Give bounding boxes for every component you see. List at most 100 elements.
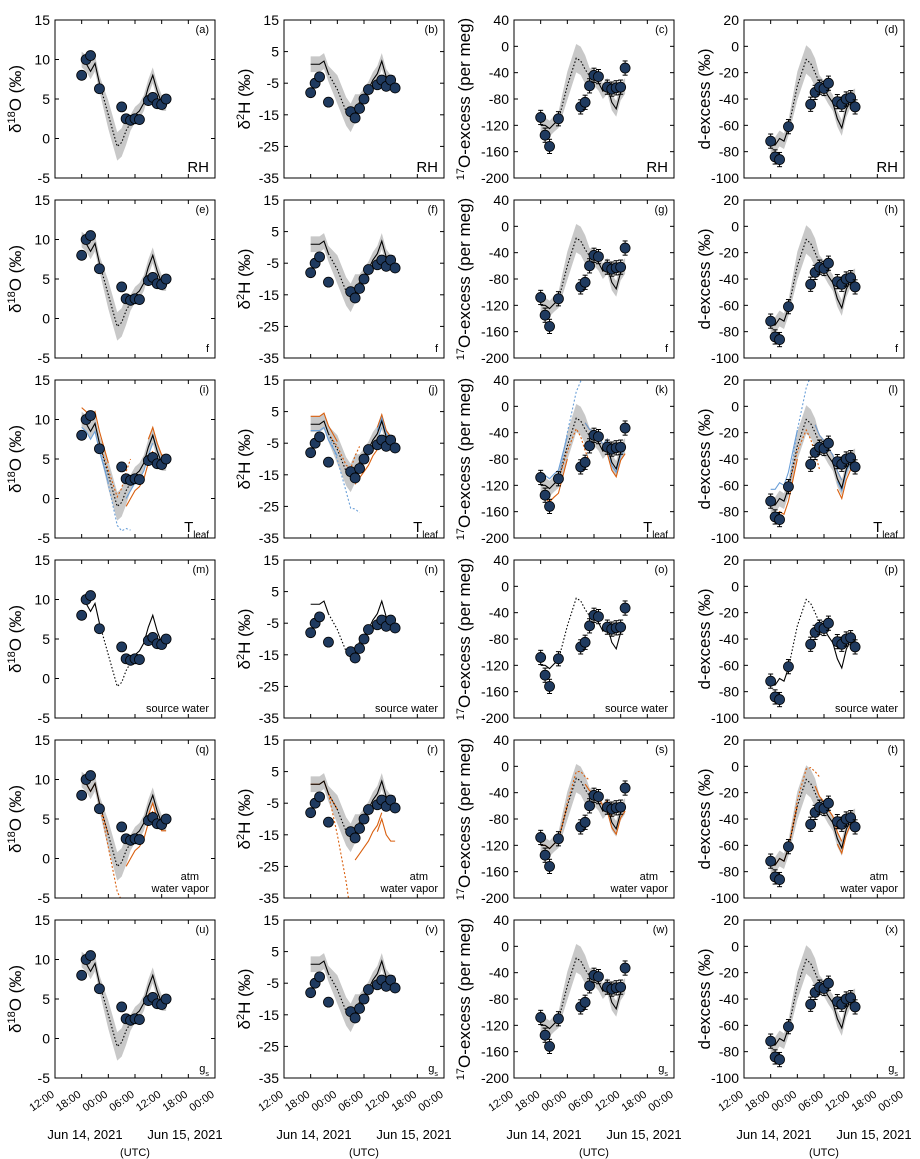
x-tick-label: 18:00 bbox=[743, 1089, 772, 1115]
observed-point bbox=[76, 249, 88, 261]
y-tick-label: -15 bbox=[259, 287, 279, 303]
observed-point bbox=[579, 276, 591, 288]
y-tick-label: -160 bbox=[481, 684, 509, 700]
observed-point bbox=[579, 96, 591, 108]
alt-series-line-1 bbox=[310, 426, 338, 457]
plot-area bbox=[535, 380, 631, 515]
y-tick-label: -20 bbox=[719, 425, 739, 441]
x-tick-label: 12:00 bbox=[486, 1089, 515, 1115]
y-tick-label: -200 bbox=[481, 1070, 509, 1086]
observed-point bbox=[389, 82, 401, 94]
observed-point bbox=[160, 453, 172, 465]
observed-point bbox=[783, 301, 794, 313]
plot-area bbox=[535, 943, 631, 1055]
y-tick-label: -200 bbox=[481, 170, 509, 186]
y-axis-label: 17O-excess (per meg) bbox=[455, 918, 474, 1080]
row-label: atm bbox=[410, 871, 428, 883]
y-tick-label: 0 bbox=[731, 218, 739, 234]
observed-point bbox=[593, 971, 604, 983]
observed-point bbox=[363, 624, 374, 635]
y-tick-label: -120 bbox=[481, 837, 509, 853]
observed-point bbox=[389, 262, 401, 274]
plot-area bbox=[535, 223, 631, 335]
date-label: Jun 15, 2021 bbox=[147, 1127, 222, 1142]
model-line bbox=[310, 420, 329, 434]
x-tick-label: 00:00 bbox=[416, 1089, 445, 1115]
alt-series-line-0 bbox=[354, 812, 383, 861]
y-axis-label: 17O-excess (per meg) bbox=[455, 198, 474, 360]
observed-point bbox=[579, 636, 591, 648]
observed-point bbox=[116, 461, 128, 473]
row-label: atm bbox=[181, 871, 199, 883]
observed-point bbox=[544, 1041, 555, 1052]
observed-point bbox=[323, 636, 334, 648]
y-axis-label: δ18O (‰) bbox=[6, 785, 25, 853]
y-tick-label: 5 bbox=[42, 991, 50, 1007]
observed-point bbox=[539, 849, 551, 861]
y-tick-label: -25 bbox=[259, 498, 279, 514]
alt-series-line-1 bbox=[81, 426, 109, 483]
observed-point bbox=[354, 463, 365, 474]
y-axis-label: 17O-excess (per meg) bbox=[455, 558, 474, 720]
plot-area bbox=[535, 43, 631, 155]
x-tick-label: 12:00 bbox=[593, 1089, 622, 1115]
model-line bbox=[310, 960, 329, 974]
y-tick-label: 15 bbox=[263, 912, 279, 928]
observed-point bbox=[774, 694, 785, 705]
observed-point bbox=[849, 641, 861, 653]
axes-box bbox=[54, 559, 216, 719]
observed-point bbox=[544, 320, 555, 332]
x-tick-label: 06:00 bbox=[566, 1089, 595, 1115]
observed-point bbox=[845, 992, 857, 1004]
y-tick-label: 20 bbox=[723, 552, 739, 568]
row-label: gs bbox=[888, 1063, 898, 1078]
y-axis-label: δ2H (‰) bbox=[235, 609, 254, 670]
subplot-a: -5 0 5 10 15 δ18O (‰) (a) RH bbox=[6, 12, 216, 186]
y-tick-label: -40 bbox=[719, 271, 739, 287]
y-tick-label: -60 bbox=[719, 477, 739, 493]
panel-letter: (u) bbox=[196, 924, 209, 936]
panel-letter: (p) bbox=[885, 564, 898, 576]
observed-point bbox=[535, 1012, 547, 1023]
observed-point bbox=[363, 984, 374, 995]
y-tick-label: -80 bbox=[489, 451, 509, 467]
y-tick-label: -5 bbox=[38, 1070, 51, 1086]
y-tick-label: -5 bbox=[267, 255, 280, 271]
y-axis-label: d-excess (‰) bbox=[695, 948, 714, 1049]
y-tick-label: -20 bbox=[719, 785, 739, 801]
plot-area bbox=[305, 233, 401, 313]
subplot-h: -100 -80 -60 -40 -20 0 20 d-excess (‰) (h) f bbox=[695, 192, 905, 366]
uncertainty-band bbox=[81, 231, 167, 341]
y-axis-label-superscript: 18 bbox=[6, 111, 18, 123]
x-tick-label: 06:00 bbox=[796, 1089, 825, 1115]
row-label: source water bbox=[605, 703, 668, 715]
y-axis-label-superscript: 18 bbox=[6, 291, 18, 303]
y-axis-label-base: δ bbox=[235, 1020, 254, 1029]
y-tick-label: -100 bbox=[711, 170, 739, 186]
plot-area bbox=[765, 765, 861, 888]
model-line-dotted bbox=[787, 418, 821, 489]
y-tick-label: -120 bbox=[481, 297, 509, 313]
axes-box bbox=[54, 919, 216, 1079]
observed-point bbox=[615, 81, 627, 93]
y-axis-label-base: δ bbox=[235, 840, 254, 849]
observed-point bbox=[358, 813, 370, 825]
y-tick-label: -20 bbox=[719, 965, 739, 981]
row-label: water vapor bbox=[151, 883, 210, 895]
row-label: RH bbox=[187, 159, 209, 176]
utc-label: (UTC) bbox=[809, 1147, 839, 1159]
observed-point bbox=[363, 444, 374, 455]
y-axis-label-text: O-excess (per meg) bbox=[455, 558, 474, 708]
y-tick-label: -15 bbox=[259, 107, 279, 123]
panel-letter: (j) bbox=[428, 384, 438, 396]
observed-point bbox=[615, 441, 627, 453]
alt-series-line-1 bbox=[557, 380, 583, 481]
model-line bbox=[130, 253, 167, 303]
observed-point bbox=[584, 260, 595, 272]
row-label: gs bbox=[199, 1063, 209, 1078]
y-axis-label: d-excess (‰) bbox=[695, 228, 714, 329]
subplot-p: -100 -80 -60 -40 -20 0 20 d-excess (‰) (p) source… bbox=[695, 552, 905, 726]
